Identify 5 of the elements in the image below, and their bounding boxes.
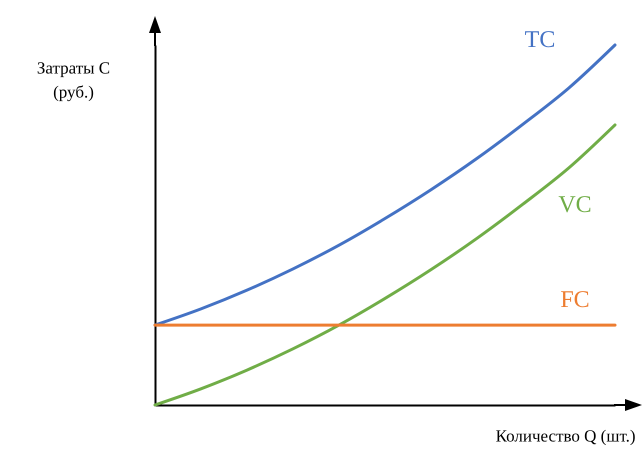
x-axis-title: Количество Q (шт.) (496, 426, 636, 446)
series-label: TC (524, 27, 556, 53)
y-axis-title: Затраты C (руб.) (36, 58, 110, 102)
series-label: VC (558, 192, 592, 218)
series-label: FC (560, 287, 590, 314)
